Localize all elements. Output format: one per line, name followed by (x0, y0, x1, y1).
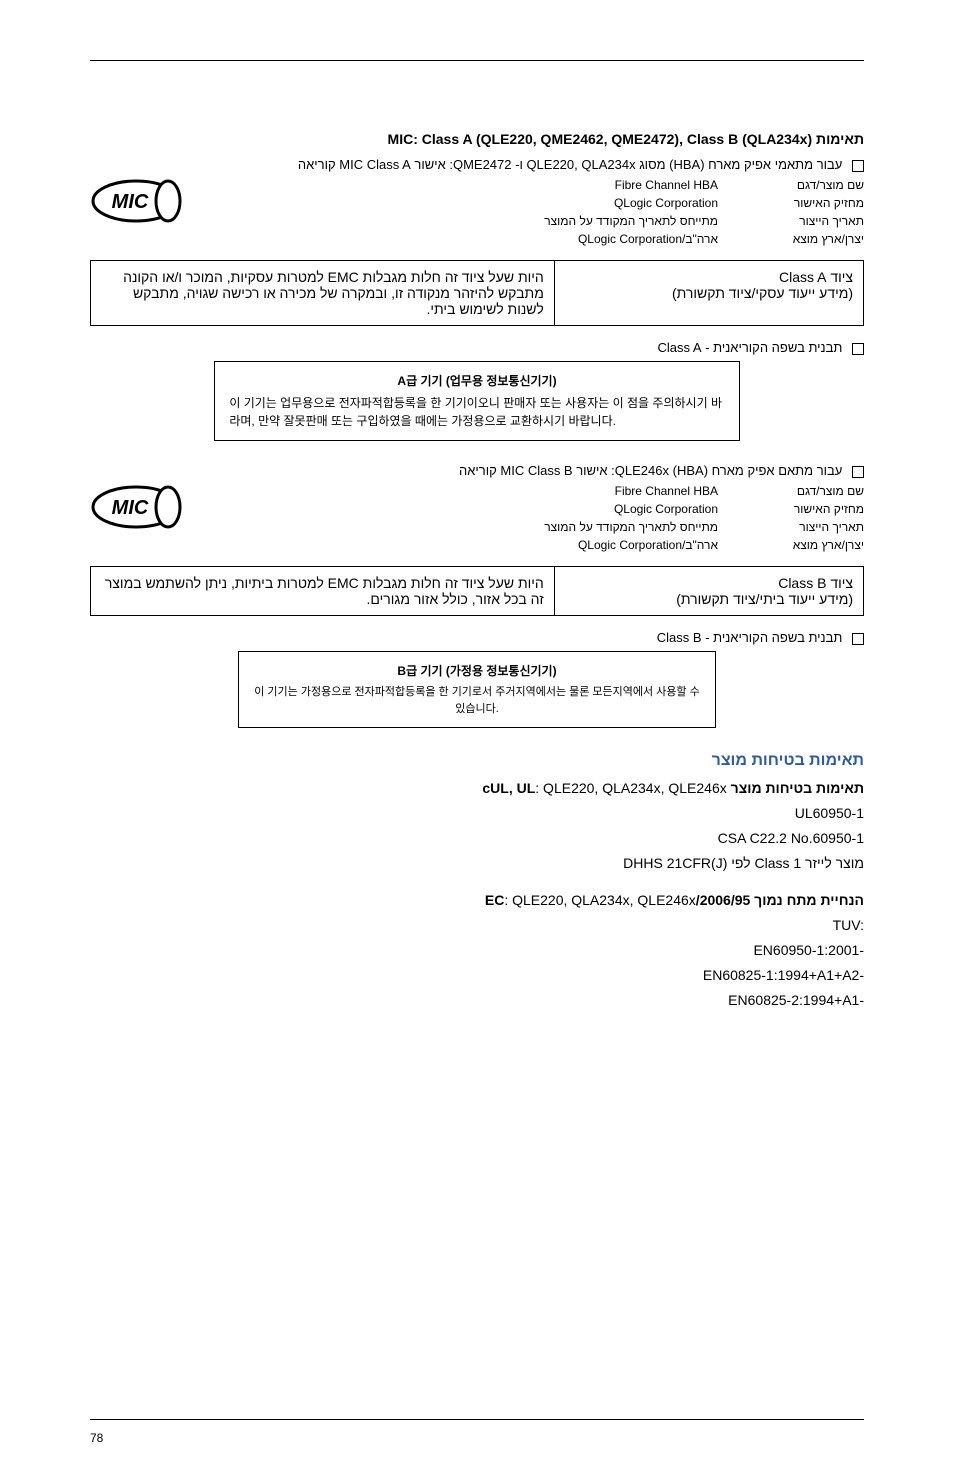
page-number: 78 (90, 1431, 103, 1445)
kv-val-date: מתייחס לתאריך המקודד על המוצר (544, 212, 718, 230)
mic-title-rest: : Class A (QLE220, QME2462, QME2472), Cl… (413, 131, 812, 147)
mic-block-b: MIC שם מוצר/דגם מחזיק האישור תאריך הייצו… (90, 482, 864, 554)
tuv-item-2: EN60825-1:1994+A1+A2- (90, 965, 864, 986)
kv-label-origin: יצרן/ארץ מוצא (744, 536, 864, 554)
checkbox-icon (852, 343, 864, 355)
kv-label-holder: מחזיק האישור (744, 500, 864, 518)
korean-a-body: 이 기기는 업무용으로 전자파적합등록을 한 기기이오니 판매자 또는 사용자는… (229, 394, 724, 430)
kv-val-model: Fibre Channel HBA (544, 482, 718, 500)
mic-block-a: MIC שם מוצר/דגם מחזיק האישור תאריך הייצו… (90, 176, 864, 248)
class-a-right: היות שעל ציוד זה חלות מגבלות EMC למטרות … (91, 261, 555, 326)
bullet-b-text: עבור מתאם אפיק מארח (HBA) QLE246x: אישור… (459, 463, 842, 478)
checkbox-icon (852, 160, 864, 172)
bottom-rule (90, 1419, 864, 1420)
kv-val-date: מתייחס לתאריך המקודד על המוצר (544, 518, 718, 536)
korean-b-title: B급 기기 (가정용 정보통신기기) (253, 662, 702, 680)
kv-val-holder: QLogic Corporation (544, 194, 718, 212)
kv-b: שם מוצר/דגם מחזיק האישור תאריך הייצור יצ… (202, 482, 864, 554)
checkbox-icon (852, 633, 864, 645)
checkbox-icon (852, 466, 864, 478)
kv-val-origin: QLogic Corporation/ארה"ב (544, 230, 718, 248)
kv-label-model: שם מוצר/דגם (744, 482, 864, 500)
kv-label-date: תאריך הייצור (744, 518, 864, 536)
kv-val-holder: QLogic Corporation (544, 500, 718, 518)
kv-val-origin: QLogic Corporation/ארה"ב (544, 536, 718, 554)
korean-label-a: תבנית בשפה הקוריאנית - Class A (90, 340, 864, 355)
kv-val-model: Fibre Channel HBA (544, 176, 718, 194)
tuv-label: TUV: (90, 915, 864, 936)
kv-a: שם מוצר/דגם מחזיק האישור תאריך הייצור יצ… (202, 176, 864, 248)
mic-compat-heading: תאימות MIC: Class A (QLE220, QME2462, QM… (90, 131, 864, 147)
kv-label-holder: מחזיק האישור (744, 194, 864, 212)
top-rule (90, 60, 864, 61)
class-a-table: ציוד Class A (מידע ייעוד עסקי/ציוד תקשור… (90, 260, 864, 326)
korean-label-b-text: תבנית בשפה הקוריאנית - Class B (657, 630, 843, 645)
kv-label-date: תאריך הייצור (744, 212, 864, 230)
korean-label-b: תבנית בשפה הקוריאנית - Class B (90, 630, 864, 645)
mic-logo-b: MIC (90, 482, 182, 532)
bullet-a-text: עבור מתאמי אפיק מארח (HBA) מסוג QLE220, … (298, 157, 843, 172)
class-b-table: ציוד Class B (מידע ייעוד ביתי/ציוד תקשור… (90, 566, 864, 616)
korean-box-b: B급 기기 (가정용 정보통신기기) 이 기기는 가정용으로 전자파적합등록을 … (238, 651, 717, 728)
korean-label-a-text: תבנית בשפה הקוריאנית - Class A (658, 340, 843, 355)
safety-item-3: מוצר לייזר Class 1 לפי DHHS 21CFR(J) (90, 853, 864, 874)
safety-heading: תאימות בטיחות מוצר (90, 752, 864, 770)
mic-logo-a: MIC (90, 176, 182, 226)
bullet-class-b: עבור מתאם אפיק מארח (HBA) QLE246x: אישור… (90, 463, 864, 478)
lv-directive-line: הנחיית מתח נמוך 2006/95/EC: QLE220, QLA2… (90, 890, 864, 911)
kv-label-origin: יצרן/ארץ מוצא (744, 230, 864, 248)
kv-label-model: שם מוצר/דגם (744, 176, 864, 194)
safety-ul-rest: : QLE220, QLA234x, QLE246x (535, 780, 726, 796)
mic-title-prefix: תאימות (816, 131, 864, 147)
safety-ul-line: תאימות בטיחות מוצר cUL, UL: QLE220, QLA2… (90, 778, 864, 799)
mic-title-label: MIC (388, 131, 414, 147)
class-b-left-1: ציוד Class B (565, 575, 853, 591)
tuv-item-1: EN60950-1:2001- (90, 940, 864, 961)
safety-item-1: UL60950-1 (90, 803, 864, 824)
class-a-left-2: (מידע ייעוד עסקי/ציוד תקשורת) (565, 285, 853, 301)
lv-rest: : QLE220, QLA234x, QLE246x (504, 892, 695, 908)
class-b-left-2: (מידע ייעוד ביתי/ציוד תקשורת) (565, 591, 853, 607)
class-a-left-1: ציוד Class A (565, 269, 853, 285)
korean-b-body: 이 기기는 가정용으로 전자파적합등록을 한 기기로서 주거지역에서는 물론 모… (253, 684, 702, 717)
class-b-right: היות שעל ציוד זה חלות מגבלות EMC למטרות … (91, 567, 555, 616)
svg-text:MIC: MIC (112, 191, 149, 213)
svg-text:MIC: MIC (112, 497, 149, 519)
korean-a-title: A급 기기 (업무용 정보통신기기) (229, 372, 724, 390)
safety-item-2: CSA C22.2 No.60950-1 (90, 828, 864, 849)
bullet-class-a: עבור מתאמי אפיק מארח (HBA) מסוג QLE220, … (90, 157, 864, 172)
korean-box-a: A급 기기 (업무용 정보통신기기) 이 기기는 업무용으로 전자파적합등록을 … (214, 361, 739, 441)
tuv-item-3: EN60825-2:1994+A1- (90, 990, 864, 1011)
